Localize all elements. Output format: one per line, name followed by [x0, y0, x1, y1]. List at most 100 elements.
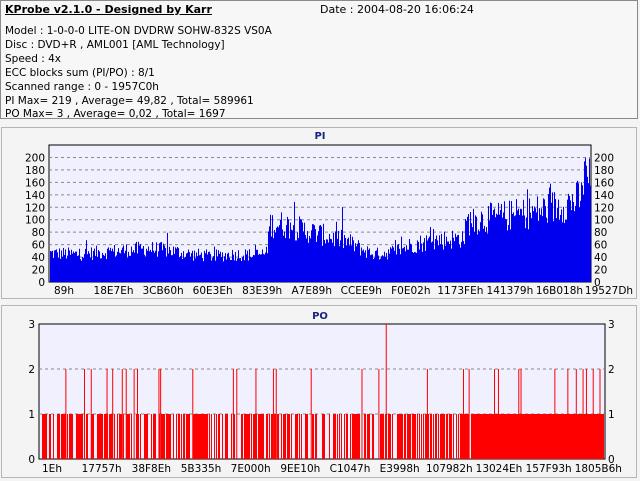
po-bar	[260, 414, 261, 459]
po-bar	[421, 414, 422, 459]
po-bar	[368, 414, 369, 459]
pi-bar	[463, 241, 464, 282]
po-bar	[442, 414, 443, 459]
po-bar	[369, 414, 370, 459]
y-tick-label-left: 180	[25, 165, 45, 177]
pi-bar	[261, 254, 262, 282]
po-bar	[189, 414, 190, 459]
pi-bar	[380, 258, 381, 282]
po-bar	[570, 414, 571, 459]
po-bar	[579, 414, 580, 459]
po-bar	[506, 414, 507, 459]
po-bar	[262, 414, 263, 459]
pi-bar	[175, 247, 176, 282]
po-bar	[412, 414, 413, 459]
pi-bar	[565, 219, 566, 282]
po-bar	[138, 414, 139, 459]
po-bar	[408, 414, 409, 459]
pi-bar	[136, 241, 137, 282]
po-bar	[597, 414, 598, 459]
po-bar	[522, 414, 523, 459]
pi-bar	[115, 256, 116, 282]
pi-bar	[318, 231, 319, 282]
y-tick-label-right: 40	[594, 252, 607, 264]
pi-bar	[538, 220, 539, 282]
pi-bar	[583, 194, 584, 282]
po-bar	[123, 414, 124, 459]
po-bar	[159, 414, 160, 459]
pi-bar	[188, 249, 189, 282]
pi-bar	[534, 206, 535, 282]
x-tick-label: 5B335h	[181, 463, 222, 475]
pi-bar	[439, 235, 440, 282]
pi-bar	[474, 231, 475, 282]
po-bar	[176, 414, 177, 459]
pi-bar	[208, 251, 209, 282]
pi-bar	[456, 236, 457, 282]
pi-bar	[83, 257, 84, 282]
pi-bar	[294, 201, 295, 282]
pi-bar	[222, 252, 223, 282]
pi-bar	[298, 237, 299, 282]
pi-bar	[133, 250, 134, 282]
po-bar	[537, 414, 538, 459]
pi-bar	[120, 253, 121, 282]
po-bar	[278, 414, 279, 459]
po-bar	[197, 414, 198, 459]
po-bar	[263, 414, 264, 459]
po-bar	[242, 414, 243, 459]
pi-bar	[586, 165, 587, 282]
pi-bar	[346, 245, 347, 282]
pi-bar	[535, 208, 536, 282]
pi-bar	[378, 255, 379, 282]
pi-bar	[168, 253, 169, 282]
po-bar	[128, 414, 129, 459]
po-bar	[545, 414, 546, 459]
pi-bar	[351, 245, 352, 282]
pi-bar	[409, 238, 410, 282]
po-bar	[324, 414, 325, 459]
y-tick-label-left: 3	[28, 319, 35, 331]
po-bar	[425, 414, 426, 459]
po-bar	[463, 369, 464, 459]
po-bar	[44, 414, 45, 459]
pi-bar	[448, 241, 449, 282]
pi-bar	[240, 258, 241, 282]
po-bar	[487, 414, 488, 459]
po-bar	[214, 414, 215, 459]
x-tick-label: 83E39h	[242, 285, 282, 297]
scan-date: Date : 2004-08-20 16:06:24	[320, 3, 474, 16]
po-bar	[184, 414, 185, 459]
pi-bar	[246, 254, 247, 282]
pi-bar	[369, 248, 370, 282]
pi-bar	[97, 257, 98, 282]
pi-bar	[525, 228, 526, 282]
po-bar	[170, 414, 171, 459]
po-bar	[121, 369, 123, 459]
pi-bar	[443, 249, 444, 282]
pi-bar	[488, 206, 489, 282]
pi-bar	[113, 251, 114, 282]
pi-bar	[196, 252, 197, 282]
pi-bar	[503, 212, 504, 282]
po-bar	[61, 414, 62, 459]
pi-bar	[104, 255, 105, 282]
pi-bar	[447, 241, 448, 282]
pi-bar	[506, 219, 507, 282]
pi-bar	[343, 248, 344, 282]
po-bar	[64, 414, 65, 459]
pi-bar	[234, 260, 235, 282]
po-bar	[383, 414, 384, 459]
pi-bar	[207, 254, 208, 282]
po-bar	[194, 414, 195, 459]
po-bar	[397, 414, 398, 459]
po-bar	[206, 414, 207, 459]
po-bar	[104, 414, 105, 459]
pi-bar	[322, 245, 323, 282]
pi-bar	[539, 208, 540, 282]
pi-bar	[339, 246, 340, 282]
pi-bar	[310, 238, 311, 282]
po-bar	[467, 414, 468, 459]
y-tick-label-left: 0	[38, 277, 45, 289]
pi-bar	[218, 250, 219, 282]
